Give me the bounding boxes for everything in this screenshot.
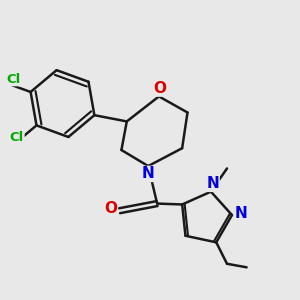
Text: N: N (141, 167, 154, 182)
Text: Cl: Cl (6, 73, 20, 86)
Text: N: N (206, 176, 219, 191)
Text: N: N (235, 206, 247, 221)
Text: O: O (104, 201, 117, 216)
Text: O: O (153, 81, 166, 96)
Text: Cl: Cl (10, 131, 24, 144)
